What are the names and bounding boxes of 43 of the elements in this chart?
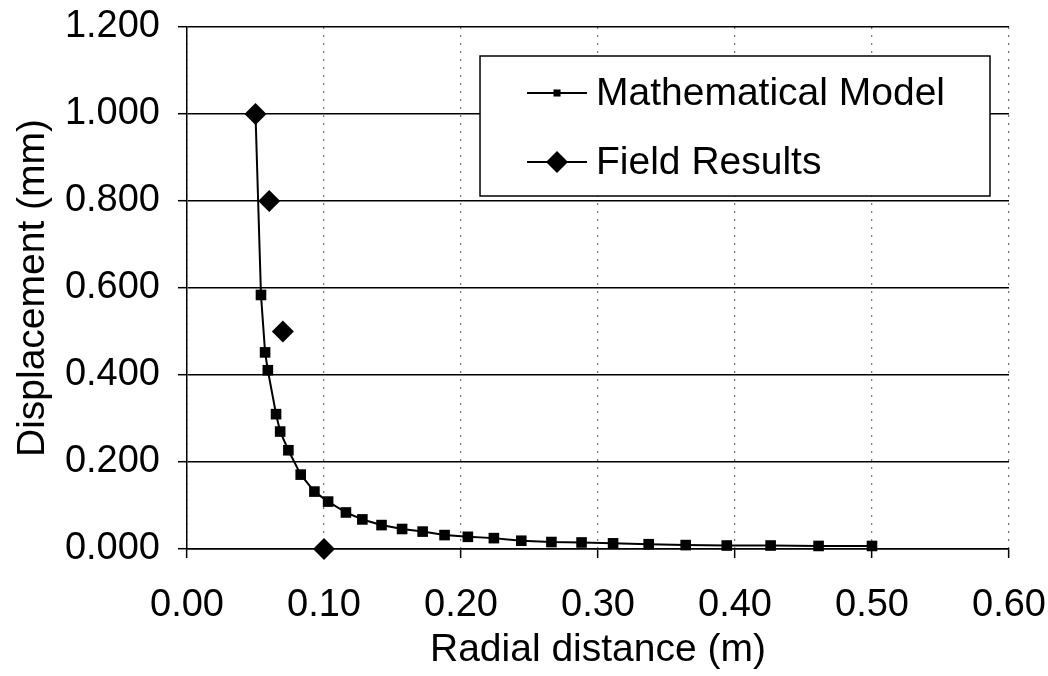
point (271, 320, 294, 343)
point (576, 537, 587, 548)
point (262, 364, 274, 376)
point (313, 538, 335, 560)
point (813, 540, 824, 552)
x-tick-label: 0.40 (698, 582, 772, 625)
y-tick-label: 1.200 (64, 3, 160, 46)
point (259, 347, 271, 358)
y-tick-label: 0.800 (64, 177, 160, 220)
y-axis-title: Displacement (mm) (9, 118, 53, 458)
point (340, 507, 352, 518)
y-tick-label: 0.200 (64, 438, 160, 481)
point (274, 426, 286, 437)
point (721, 540, 733, 551)
x-axis-title: Radial distance (m) (430, 626, 766, 670)
y-tick-label: 0.000 (64, 525, 160, 568)
y-tick-label: 0.600 (64, 264, 160, 307)
y-tick-label: 0.400 (64, 351, 160, 394)
point (680, 539, 691, 551)
point (283, 444, 294, 456)
legend-label: Mathematical Model (596, 69, 945, 113)
point (357, 514, 368, 525)
point (309, 486, 320, 497)
x-tick-label: 0.30 (561, 582, 635, 625)
y-tick-label: 1.000 (64, 90, 160, 133)
point (417, 526, 428, 537)
point (295, 469, 307, 480)
point (439, 529, 450, 541)
point (643, 538, 654, 550)
point (376, 519, 387, 531)
x-tick-label: 0.20 (424, 582, 498, 625)
legend-label: Field Results (596, 138, 822, 182)
point (244, 103, 267, 125)
point (546, 536, 557, 548)
point (515, 535, 527, 547)
x-tick-label: 0.50 (835, 582, 909, 625)
x-tick-label: 0.00 (150, 582, 224, 625)
x-tick-label: 0.10 (287, 582, 361, 625)
point (607, 538, 619, 549)
point (258, 190, 281, 212)
x-tick-label: 0.60 (972, 582, 1046, 625)
point (765, 540, 776, 551)
point (322, 496, 334, 507)
